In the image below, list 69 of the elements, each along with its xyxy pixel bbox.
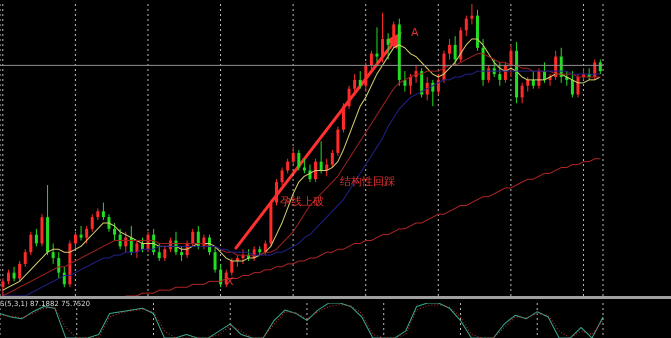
- candlestick: [302, 158, 306, 174]
- candlestick: [336, 126, 340, 156]
- candlestick: [532, 70, 535, 90]
- candlestick: [576, 74, 580, 98]
- candlestick: [314, 158, 318, 183]
- candlestick: [135, 240, 138, 259]
- candlestick: [342, 102, 345, 133]
- candlestick: [408, 74, 412, 96]
- candlestick: [90, 214, 94, 232]
- candlestick: [353, 74, 356, 92]
- candlestick: [12, 266, 16, 282]
- candlestick: [29, 231, 32, 256]
- candlestick: [464, 15, 468, 37]
- candlestick: [526, 76, 530, 92]
- candlestick: [403, 70, 406, 92]
- candlestick: [34, 228, 38, 247]
- candlestick: [62, 266, 66, 288]
- candlestick: [280, 167, 284, 186]
- candlestick: [113, 222, 116, 242]
- candlestick: [1, 278, 4, 296]
- candlestick: [80, 225, 83, 242]
- candlestick: [230, 258, 234, 276]
- candlestick: [381, 12, 384, 63]
- candlestick: [454, 36, 457, 66]
- candlestick: [448, 38, 452, 60]
- candlestick: [487, 64, 490, 84]
- candlestick: [102, 202, 105, 221]
- candlestick: [219, 263, 222, 288]
- candlestick: [191, 228, 194, 247]
- candlestick: [420, 68, 424, 98]
- candlestick: [498, 62, 502, 86]
- candlestick: [74, 231, 77, 250]
- candlestick: [158, 242, 161, 262]
- candlestick: [470, 4, 474, 25]
- candlestick: [292, 146, 295, 166]
- candlestick: [320, 140, 323, 174]
- candlestick: [370, 50, 373, 72]
- candlestick: [375, 26, 378, 63]
- candlestick: [57, 252, 60, 279]
- candlestick: [286, 158, 290, 174]
- candlestick: [330, 150, 334, 168]
- candlestick: [358, 70, 362, 90]
- candlestick: [520, 82, 524, 104]
- candlestick: [85, 225, 88, 244]
- candlestick: [537, 68, 540, 90]
- candlestick: [214, 246, 217, 274]
- candlestick: [570, 70, 574, 98]
- candlestick: [274, 178, 278, 206]
- candlestick: [163, 246, 166, 262]
- candlestick: [140, 237, 144, 253]
- candlestick: [325, 158, 328, 177]
- candlestick: [364, 62, 368, 92]
- candlestick: [124, 231, 128, 253]
- candlestick: [118, 228, 122, 250]
- candlestick: [386, 32, 390, 60]
- candlestick: [348, 85, 351, 110]
- candlestick: [52, 242, 55, 264]
- candlestick: [426, 76, 429, 101]
- candlestick: [6, 269, 10, 285]
- candlestick: [436, 74, 440, 96]
- candlestick: [24, 248, 27, 268]
- annotation: A: [411, 26, 419, 39]
- candlestick: [297, 150, 300, 171]
- candlestick: [96, 208, 100, 221]
- candlestick: [107, 214, 110, 232]
- candlestick: [392, 21, 396, 48]
- candlestick: [18, 260, 22, 282]
- candlestick: [180, 246, 184, 262]
- candlestick: [509, 44, 512, 78]
